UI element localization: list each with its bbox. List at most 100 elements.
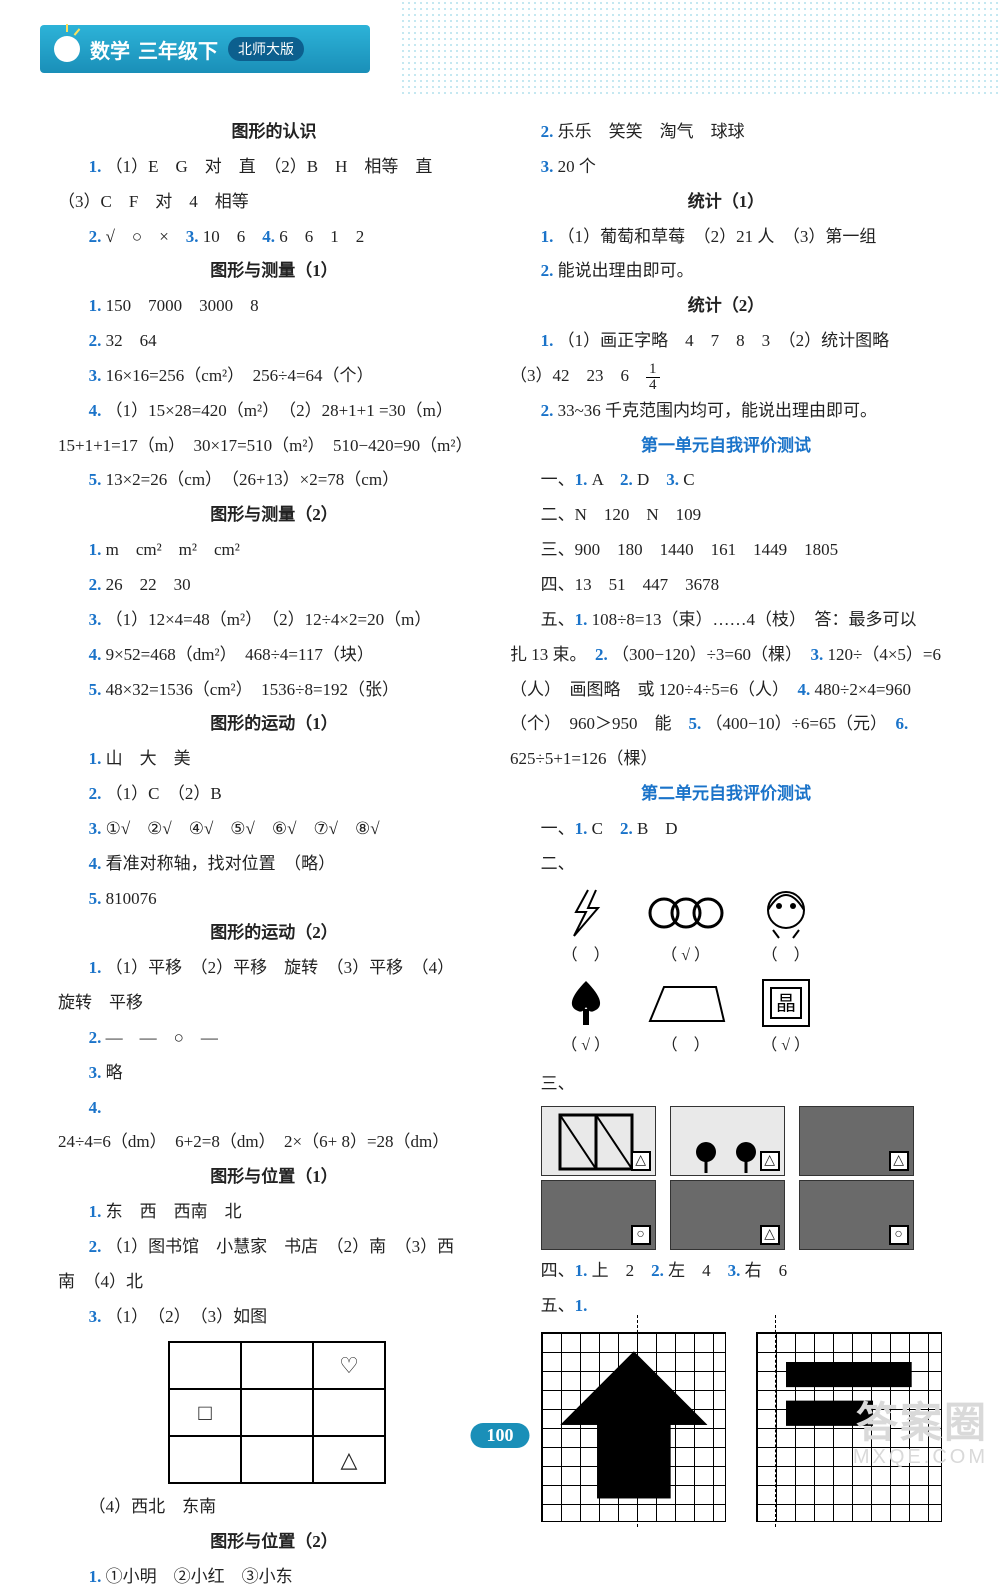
answer-line: 5. 48×32=1536（cm²） 1536÷8=192（张） xyxy=(58,673,490,708)
trapezoid-icon: （ ） xyxy=(641,976,731,1063)
answer-line: 1. （1）葡萄和草莓 （2）21 人 （3）第一组 xyxy=(510,220,942,255)
answer-line: 4. 看准对称轴，找对位置 （略） xyxy=(58,847,490,882)
image-tile: △ xyxy=(670,1180,785,1250)
answer-line: 四、1. 上 2 2. 左 4 3. 右 6 xyxy=(510,1254,942,1289)
answer-line: 3. 16×16=256（cm²） 256÷4=64（个） xyxy=(58,359,490,394)
answer-line: （人） 画图略 或 120÷4÷5=6（人） 4. 480÷2×4=960 xyxy=(510,673,942,708)
unit-title: 第一单元自我评价测试 xyxy=(510,429,942,464)
answer-line: 五、1. xyxy=(510,1289,942,1324)
answer-line: （3）C F 对 4 相等 xyxy=(58,185,490,220)
answer-line: 2. — — ○ — xyxy=(58,1021,490,1056)
answer-line: 扎 13 束。 2. （300−120）÷3=60（棵） 3. 120÷（4×5… xyxy=(510,638,942,673)
tile-row-2: ○ △ ○ xyxy=(541,1180,942,1250)
section-title: 统计（2） xyxy=(510,289,942,324)
spade-icon: （ √ ） xyxy=(541,976,631,1063)
section-title: 图形与位置（1） xyxy=(58,1160,490,1195)
answer-line: 1. m cm² m² cm² xyxy=(58,533,490,568)
unit-title: 第二单元自我评价测试 xyxy=(510,777,942,812)
answer-line: 5. 810076 xyxy=(58,882,490,917)
page-header: 数学 三年级下 北师大版 xyxy=(0,0,1000,95)
answer-line: 四、13 51 447 3678 xyxy=(510,568,942,603)
header-dot-pattern xyxy=(400,0,1000,95)
symmetry-row-1: （ ） （ √ ） （ ） xyxy=(541,886,942,973)
answer-line: 3. 20 个 xyxy=(510,150,942,185)
tile-row-1: △ △ △ xyxy=(541,1106,942,1176)
subject-label: 数学 xyxy=(90,35,130,64)
answer-line: 1. 150 7000 3000 8 xyxy=(58,289,490,324)
answer-line: 2. 33~36 千克范围内均可，能说出理由即可。 xyxy=(510,394,942,429)
answer-line: 2. （1）C （2）B xyxy=(58,777,490,812)
answer-line: 南 （4）北 xyxy=(58,1265,490,1300)
answer-line: 2. 32 64 xyxy=(58,324,490,359)
answer-line: （4）西北 东南 xyxy=(58,1490,490,1525)
answer-line: 二、N 120 N 109 xyxy=(510,498,942,533)
answer-line: 3. （1） （2） （3）如图 xyxy=(58,1300,490,1335)
section-title: 图形与位置（2） xyxy=(58,1525,490,1560)
answer-line: 二、 xyxy=(510,847,942,882)
circle-tag: ○ xyxy=(631,1225,651,1245)
section-title: 图形与测量（2） xyxy=(58,498,490,533)
answer-line: 五、1. 108÷8=13（束）……4（枝） 答：最多可以 xyxy=(510,603,942,638)
section-title: 图形的运动（1） xyxy=(58,707,490,742)
answer-line: 1. 东 西 西南 北 xyxy=(58,1195,490,1230)
page-body: 图形的认识 1. （1）E G 对 直 （2）B H 相等 直 （3）C F 对… xyxy=(48,115,952,1398)
answer-line: 2. 26 22 30 xyxy=(58,568,490,603)
answer-line: 旋转 平移 xyxy=(58,986,490,1021)
image-tile: ○ xyxy=(799,1180,914,1250)
grade-label: 三年级下 xyxy=(138,35,218,64)
image-tile: ○ xyxy=(541,1180,656,1250)
answer-line: 一、1. C 2. B D xyxy=(510,812,942,847)
answer-line: （3）42 23 6 14 xyxy=(510,359,942,394)
answer-line: （个） 960＞950 能 5. （400−10）÷6=65（元） 6. xyxy=(510,707,942,742)
section-title: 图形的认识 xyxy=(58,115,490,150)
image-tile: △ xyxy=(670,1106,785,1176)
image-tile: △ xyxy=(541,1106,656,1176)
circle-tag: ○ xyxy=(889,1225,909,1245)
image-tile: △ xyxy=(799,1106,914,1176)
section-title: 统计（1） xyxy=(510,185,942,220)
triangle-tag: △ xyxy=(631,1151,651,1171)
answer-line: 一、1. A 2. D 3. C xyxy=(510,463,942,498)
lightning-icon: （ ） xyxy=(541,886,631,973)
answer-line: 三、900 180 1440 161 1449 1805 xyxy=(510,533,942,568)
right-column: 2. 乐乐 笑笑 淘气 球球 3. 20 个 统计（1） 1. （1）葡萄和草莓… xyxy=(500,115,952,1398)
triangle-tag: △ xyxy=(889,1151,909,1171)
answer-line: 5. 13×2=26（cm） （26+13）×2=78（cm） xyxy=(58,463,490,498)
watermark-line1: 答案圈 xyxy=(853,1400,988,1446)
answer-line: 4. 9×52=468（dm²） 468÷4=117（块） xyxy=(58,638,490,673)
answer-line: 2. 能说出理由即可。 xyxy=(510,254,942,289)
answer-line: 625÷5+1=126（棵） xyxy=(510,742,942,777)
watermark: 答案圈 MXQE.COM xyxy=(853,1400,988,1468)
answer-line: 3. （1）12×4=48（m²） （2）12÷4×2=20（m） xyxy=(58,603,490,638)
rings-icon: （ √ ） xyxy=(641,886,731,973)
left-column: 图形的认识 1. （1）E G 对 直 （2）B H 相等 直 （3）C F 对… xyxy=(48,115,500,1398)
answer-line: 1. （1）平移 （2）平移 旋转 （3）平移 （4） xyxy=(58,951,490,986)
answer-line: 2. （1）图书馆 小慧家 书店 （2）南 （3）西 xyxy=(58,1230,490,1265)
page-number: 100 xyxy=(471,1423,530,1448)
answer-line: 1. 山 大 美 xyxy=(58,742,490,777)
answer-line: 3. ①√ ②√ ④√ ⑤√ ⑥√ ⑦√ ⑧√ xyxy=(58,812,490,847)
answer-line: 2. 乐乐 笑笑 淘气 球球 xyxy=(510,115,942,150)
svg-text:晶: 晶 xyxy=(776,993,796,1015)
shape-table: ♡ □ △ xyxy=(168,1341,386,1484)
triangle-icon: △ xyxy=(313,1436,385,1483)
grid-left xyxy=(541,1332,727,1522)
answer-line: 1. （1）画正字略 4 7 8 3 （2）统计图略 xyxy=(510,324,942,359)
watermark-line2: MXQE.COM xyxy=(853,1446,988,1468)
answer-line: 4. 24÷4=6（dm） 6+2=8（dm） 2×（6+ 8）=28（dm） xyxy=(58,1091,490,1161)
answer-line: 15+1+1=17（m） 30×17=510（m²） 510−420=90（m²… xyxy=(58,429,490,464)
triangle-tag: △ xyxy=(760,1225,780,1245)
subject-banner: 数学 三年级下 北师大版 xyxy=(40,25,370,73)
stamp-icon: 晶 （ √ ） xyxy=(741,976,831,1063)
answer-line: 1. （1）E G 对 直 （2）B H 相等 直 xyxy=(58,150,490,185)
edition-badge: 北师大版 xyxy=(228,37,304,61)
answer-line: 1. ①小明 ②小红 ③小东 xyxy=(58,1560,490,1594)
answer-line: 2. √ ○ × 3. 10 6 4. 6 6 1 2 xyxy=(58,220,490,255)
bulb-icon xyxy=(54,36,80,62)
answer-line: 三、 xyxy=(510,1067,942,1102)
answer-line: 4. （1）15×28=420（m²） （2）28+1+1 =30（m） xyxy=(58,394,490,429)
symmetry-row-2: （ √ ） （ ） 晶 （ √ ） xyxy=(541,976,942,1063)
answer-line: 3. 略 xyxy=(58,1056,490,1091)
triangle-tag: △ xyxy=(760,1151,780,1171)
lion-icon: （ ） xyxy=(741,886,831,973)
